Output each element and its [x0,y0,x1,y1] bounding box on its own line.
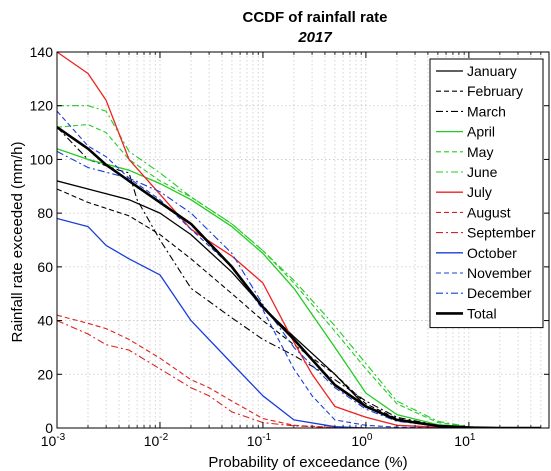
axes-frame [56,51,550,429]
legend-label-march: March [467,103,506,119]
legend-label-may: May [467,144,493,160]
y-tick-label: 140 [30,44,54,60]
series-line-october [57,217,541,428]
series-line-may [57,123,541,428]
legend-label-total: Total [467,305,497,321]
x-tick-label: 101 [454,432,476,449]
y-tick-label: 80 [37,205,53,221]
y-tick-label: 120 [30,98,54,114]
y-tick-label: 40 [37,313,53,329]
y-tick-label: 0 [45,420,53,436]
x-tick-label: 10-2 [144,432,169,449]
legend-label-august: August [467,204,511,220]
legend-label-july: July [467,184,492,200]
y-tick-label: 60 [37,259,53,275]
series-line-total [57,126,541,428]
legend-label-april: April [467,124,495,140]
chart-subtitle: 2017 [297,29,332,46]
chart-title: CCDF of rainfall rate [242,9,387,26]
x-axis-label: Probability of exceedance (%) [208,454,407,471]
legend-label-september: September [467,225,536,241]
x-tick-label: 100 [351,432,373,449]
legend-label-february: February [467,83,523,99]
legend-label-november: November [467,265,532,281]
legend-box [429,58,544,329]
legend-label-june: June [467,164,498,180]
series-line-june [57,105,541,428]
plot-area: 0 20 40 60 80 100 120 140 10-3 10-2 10-1 100 101 Janu… [30,44,550,449]
y-axis-label: Rainfall rate exceeded (mm/h) [9,142,26,343]
y-tick-label: 20 [37,366,53,382]
x-tick-label: 10-1 [247,432,272,449]
series-line-november [57,110,541,428]
legend-label-december: December [467,285,532,301]
series-line-august [57,314,541,428]
legend-label-january: January [467,63,517,79]
series-line-september [57,320,541,428]
x-tick-label: 10-3 [41,432,66,449]
legend-label-october: October [467,245,517,261]
y-tick-label: 100 [30,151,54,167]
